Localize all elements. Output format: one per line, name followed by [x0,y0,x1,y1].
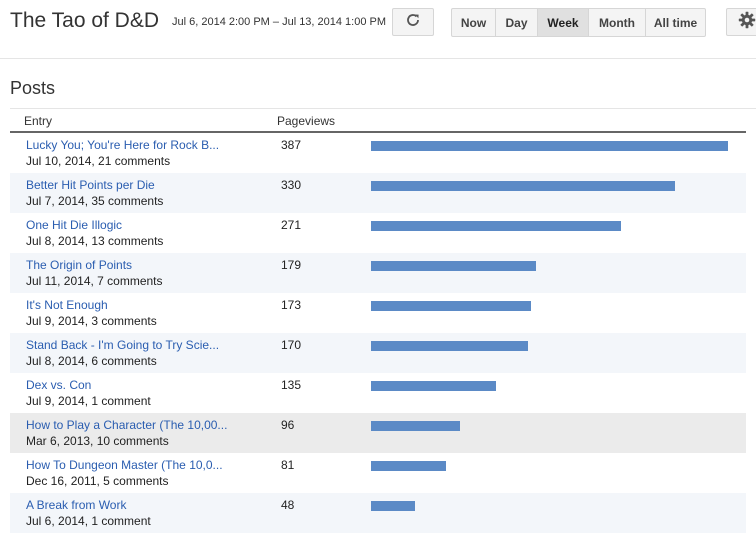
stats-header: The Tao of D&D Jul 6, 2014 2:00 PM – Jul… [0,0,756,59]
entry-meta: Jul 11, 2014, 7 comments [26,274,163,288]
entry-meta: Jul 8, 2014, 6 comments [26,354,157,368]
pageview-bar [371,261,536,271]
entry-meta: Jul 9, 2014, 3 comments [26,314,157,328]
entry-link[interactable]: It's Not Enough [26,298,108,312]
range-now-button[interactable]: Now [451,8,496,37]
entry-link[interactable]: How To Dungeon Master (The 10,0... [26,458,223,472]
pageview-count: 96 [281,418,295,432]
entry-meta: Jul 9, 2014, 1 comment [26,394,151,408]
pageview-bar [371,341,528,351]
pageview-count: 81 [281,458,295,472]
pageview-count: 179 [281,258,302,272]
pageview-count: 173 [281,298,302,312]
posts-table: Entry Pageviews Lucky You; You're Here f… [10,112,746,533]
table-row: Better Hit Points per Die Jul 7, 2014, 3… [10,173,746,213]
section-title: Posts [10,78,56,98]
table-row: It's Not Enough Jul 9, 2014, 3 comments … [10,293,746,333]
column-header-pageviews[interactable]: Pageviews [277,114,336,128]
table-row: Stand Back - I'm Going to Try Scie... Ju… [10,333,746,373]
settings-button[interactable] [726,8,756,36]
entry-link[interactable]: Dex vs. Con [26,378,92,392]
pageview-bar [371,141,728,151]
range-month-button[interactable]: Month [588,8,646,37]
table-row: One Hit Die Illogic Jul 8, 2014, 13 comm… [10,213,746,253]
entry-link[interactable]: A Break from Work [26,498,127,512]
table-row: Dex vs. Con Jul 9, 2014, 1 comment 135 [10,373,746,413]
pageview-bar [371,221,621,231]
entry-meta: Jul 7, 2014, 35 comments [26,194,164,208]
pageview-bar [371,501,415,511]
entry-link[interactable]: How to Play a Character (The 10,00... [26,418,228,432]
column-header-entry[interactable]: Entry [24,114,53,128]
table-row: How to Play a Character (The 10,00... Ma… [10,413,746,453]
time-range-selector: Now Day Week Month All time [451,8,706,37]
refresh-icon [405,12,421,33]
entry-link[interactable]: Better Hit Points per Die [26,178,155,192]
range-day-button[interactable]: Day [495,8,538,37]
pageview-count: 387 [281,138,302,152]
pageview-count: 135 [281,378,302,392]
table-header: Entry Pageviews [10,112,746,133]
pageview-count: 170 [281,338,302,352]
pageview-bar [371,301,531,311]
section-divider [10,108,756,109]
range-alltime-button[interactable]: All time [645,8,706,37]
table-row: How To Dungeon Master (The 10,0... Dec 1… [10,453,746,493]
gear-icon [738,11,756,34]
entry-meta: Mar 6, 2013, 10 comments [26,434,169,448]
table-row: Lucky You; You're Here for Rock B... Jul… [10,133,746,173]
entry-meta: Jul 10, 2014, 21 comments [26,154,171,168]
pageview-count: 330 [281,178,302,192]
entry-link[interactable]: One Hit Die Illogic [26,218,123,232]
refresh-button[interactable] [392,8,434,36]
pageview-bar [371,381,496,391]
date-range: Jul 6, 2014 2:00 PM – Jul 13, 2014 1:00 … [172,16,387,28]
table-row: A Break from Work Jul 6, 2014, 1 comment… [10,493,746,533]
table-row: The Origin of Points Jul 11, 2014, 7 com… [10,253,746,293]
entry-link[interactable]: The Origin of Points [26,258,133,272]
entry-link[interactable]: Lucky You; You're Here for Rock B... [26,138,220,152]
entry-meta: Jul 6, 2014, 1 comment [26,514,151,528]
entry-meta: Jul 8, 2014, 13 comments [26,234,164,248]
entry-meta: Dec 16, 2011, 5 comments [26,474,169,488]
entry-link[interactable]: Stand Back - I'm Going to Try Scie... [26,338,220,352]
pageview-count: 48 [281,498,295,512]
pageview-bar [371,461,446,471]
pageview-bar [371,421,460,431]
blog-title: The Tao of D&D [10,9,160,32]
range-week-button[interactable]: Week [537,8,589,37]
pageview-count: 271 [281,218,302,232]
pageview-bar [371,181,675,191]
